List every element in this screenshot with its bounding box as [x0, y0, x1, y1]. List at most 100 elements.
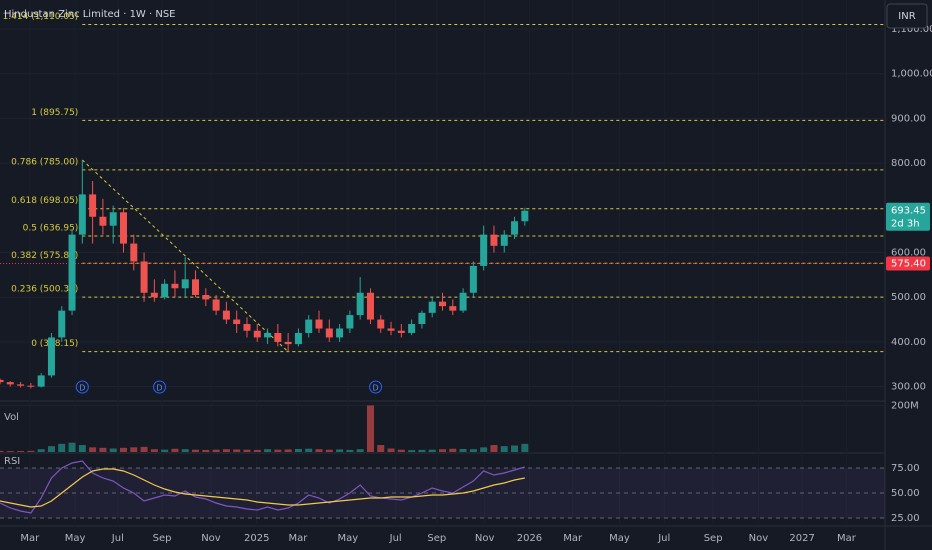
- event-label: D: [373, 384, 379, 393]
- candle-body: [161, 283, 169, 298]
- y-tick-label: 900.00: [891, 113, 926, 124]
- candle-body: [305, 319, 313, 333]
- candle-body: [99, 216, 107, 226]
- candle-body: [171, 283, 179, 289]
- candle-body: [89, 194, 97, 217]
- candle-body: [408, 324, 416, 333]
- volume-bar: [47, 446, 55, 452]
- candle-body: [315, 319, 323, 329]
- candle-body: [356, 292, 364, 316]
- volume-bar: [490, 445, 498, 452]
- volume-bar: [171, 448, 179, 452]
- candle-body: [449, 306, 457, 311]
- volume-bar: [243, 449, 251, 452]
- candle-body: [78, 194, 86, 235]
- y-tick-label: 200M: [891, 400, 919, 411]
- volume-bar: [449, 448, 457, 452]
- x-tick-label: Nov: [475, 533, 495, 544]
- candle-body: [192, 279, 200, 295]
- volume-bar: [161, 449, 169, 452]
- candle-body: [264, 332, 272, 338]
- x-tick-label: May: [65, 533, 86, 544]
- candle-body: [202, 294, 210, 300]
- volume-bar: [439, 449, 446, 452]
- x-tick-label: May: [609, 533, 630, 544]
- fib-label: 0.618 (698.05): [11, 196, 78, 206]
- volume-bar: [511, 445, 519, 452]
- y-tick-label: 600.00: [891, 248, 926, 259]
- candle-body: [500, 234, 508, 246]
- x-tick-label: 2026: [517, 533, 542, 544]
- x-tick-label: Nov: [749, 533, 769, 544]
- event-label: D: [79, 384, 85, 393]
- rsi-line: [0, 468, 525, 508]
- candle-body: [397, 330, 405, 333]
- currency-label[interactable]: INR: [898, 11, 915, 22]
- fib-label: 1 (895.75): [31, 108, 78, 118]
- candle-body: [37, 375, 45, 387]
- x-tick-label: May: [337, 533, 358, 544]
- volume-bar: [315, 449, 323, 452]
- volume-bar: [202, 449, 210, 452]
- candle-body: [253, 330, 261, 338]
- event-marker: [153, 380, 167, 394]
- candle-body: [47, 337, 55, 376]
- x-tick-label: Sep: [153, 533, 172, 544]
- volume-bar: [150, 449, 158, 452]
- fib-label: 0.382 (575.85): [11, 251, 78, 261]
- fib-label: 0.236 (500.30): [11, 285, 78, 295]
- event-marker: [75, 380, 89, 394]
- volume-bar: [109, 448, 117, 452]
- candle-body: [366, 292, 374, 320]
- candle-body: [284, 341, 292, 345]
- x-tick-label: Mar: [837, 533, 857, 544]
- last-price-badge: [886, 202, 930, 231]
- countdown-label: 2d 3h: [891, 219, 920, 230]
- candle-body: [459, 292, 467, 311]
- candle-body: [130, 243, 138, 262]
- candle-body: [243, 324, 251, 331]
- x-tick-label: Mar: [288, 533, 308, 544]
- candle-body: [222, 310, 230, 320]
- candle-body: [336, 328, 344, 338]
- x-tick-label: Nov: [201, 533, 221, 544]
- candle-body: [27, 385, 35, 387]
- volume-bar: [68, 442, 76, 452]
- volume-bar: [408, 450, 416, 452]
- fib-label: 0.786 (785.00): [11, 157, 78, 167]
- volume-bar: [274, 449, 282, 452]
- candle-body: [181, 279, 189, 289]
- volume-bar: [6, 451, 14, 452]
- fib-label: 1.414 (1,110.05): [3, 12, 79, 22]
- x-tick-label: 2027: [789, 533, 814, 544]
- y-tick-label: 75.00: [891, 463, 920, 474]
- candle-body: [511, 221, 519, 235]
- candle-body: [469, 265, 477, 293]
- volume-bar: [325, 449, 333, 452]
- candle-body: [212, 299, 220, 311]
- currency-button[interactable]: [886, 3, 928, 29]
- candle-body: [480, 234, 488, 266]
- volume-bar: [480, 447, 488, 452]
- y-tick-label: 300.00: [891, 382, 926, 393]
- volume-bar: [17, 451, 25, 452]
- volume-bar: [119, 447, 127, 452]
- candle-body: [490, 234, 498, 246]
- volume-bar: [222, 449, 230, 452]
- candle-body: [294, 332, 302, 345]
- candle-body: [0, 379, 4, 383]
- rsi-line: [0, 460, 525, 514]
- price-line-label: 575.40: [891, 259, 926, 270]
- volume-bar: [366, 405, 374, 452]
- candle-body: [418, 312, 426, 325]
- volume-bar: [89, 447, 97, 452]
- candle-body: [109, 212, 117, 226]
- x-tick-label: Sep: [704, 533, 723, 544]
- volume-bar: [253, 449, 261, 452]
- y-tick-label: 25.00: [891, 513, 920, 524]
- candle-body: [140, 261, 148, 293]
- candle-body: [439, 301, 446, 307]
